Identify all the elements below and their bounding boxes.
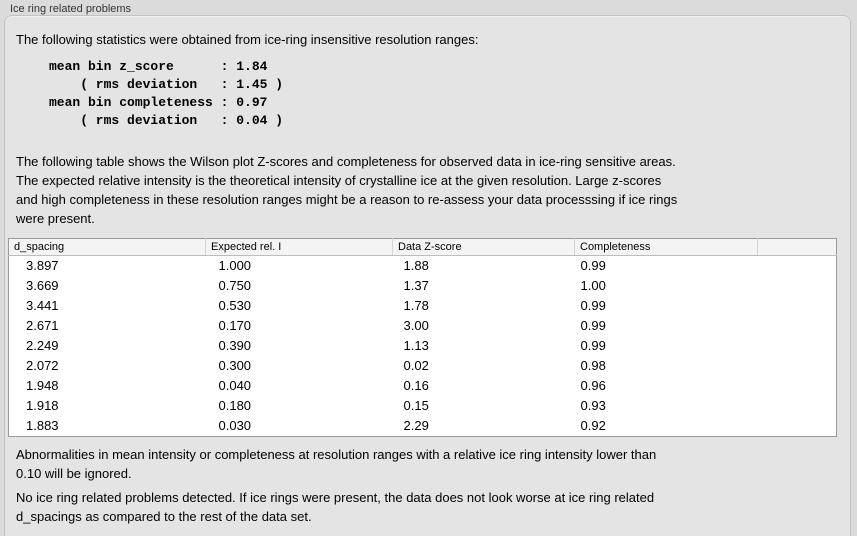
- table-cell-empty: [758, 316, 837, 336]
- table-row[interactable]: 2.072 0.300 0.02 0.98: [9, 356, 837, 376]
- column-header-empty: [757, 238, 837, 256]
- table-cell: 0.96: [580, 378, 606, 393]
- table-cell: 0.99: [580, 298, 606, 313]
- table-cell: 0.99: [580, 318, 606, 333]
- table-cell: 1.78: [403, 298, 429, 313]
- table-cell-empty: [758, 336, 837, 356]
- table-body: 3.897 1.000 1.88 0.99 3.669 0.750 1.37 1.00 3.44…: [9, 256, 837, 437]
- table-row[interactable]: 3.897 1.000 1.88 0.99: [9, 256, 837, 277]
- table-cell: 2.671: [26, 318, 59, 333]
- table-header-row: d_spacing Expected rel. I Data Z-score C…: [8, 238, 837, 256]
- table-row[interactable]: 1.883 0.030 2.29 0.92: [9, 416, 837, 437]
- table-row[interactable]: 1.918 0.180 0.15 0.93: [9, 396, 837, 416]
- table-cell: 3.00: [403, 318, 429, 333]
- table-cell: 0.92: [580, 418, 606, 433]
- table-cell: 1.13: [403, 338, 429, 353]
- table-cell: 0.390: [218, 338, 252, 353]
- table-cell: 1.000: [218, 258, 252, 273]
- table-row[interactable]: 2.249 0.390 1.13 0.99: [9, 336, 837, 356]
- table-cell: 0.99: [580, 338, 606, 353]
- table-cell: 3.669: [26, 278, 59, 293]
- table-cell: 0.99: [580, 258, 606, 273]
- table-cell: 0.300: [218, 358, 252, 373]
- table-cell-empty: [758, 356, 837, 376]
- table-cell: 0.530: [218, 298, 252, 313]
- description-paragraph: The following table shows the Wilson plo…: [16, 154, 678, 226]
- table-row[interactable]: 3.441 0.530 1.78 0.99: [9, 296, 837, 316]
- table-row[interactable]: 3.669 0.750 1.37 1.00: [9, 276, 837, 296]
- table-cell: 3.441: [26, 298, 59, 313]
- column-header-expected-rel-i: Expected rel. I: [205, 238, 393, 256]
- table-cell: 0.93: [580, 398, 606, 413]
- table-cell-empty: [758, 296, 837, 316]
- table-cell: 1.00: [580, 278, 606, 293]
- column-header-d-spacing: d_spacing: [8, 238, 206, 256]
- table-cell: 1.918: [26, 398, 59, 413]
- table-cell: 2.29: [403, 418, 429, 433]
- table-cell: 0.98: [580, 358, 606, 373]
- conclusion-paragraph: No ice ring related problems detected. I…: [16, 490, 655, 524]
- ice-ring-groupbox: The following statistics were obtained f…: [4, 15, 851, 536]
- table-cell-empty: [758, 396, 837, 416]
- table-row[interactable]: 2.671 0.170 3.00 0.99: [9, 316, 837, 336]
- table-cell: 0.15: [403, 398, 429, 413]
- table-cell-empty: [758, 376, 837, 396]
- table-cell: 1.88: [403, 258, 429, 273]
- table-cell-empty: [758, 276, 837, 296]
- table-cell: 0.030: [218, 418, 252, 433]
- intro-paragraph: The following statistics were obtained f…: [16, 32, 479, 47]
- column-header-completeness: Completeness: [574, 238, 758, 256]
- table-cell: 0.040: [218, 378, 252, 393]
- table-cell: 0.180: [218, 398, 252, 413]
- table-cell: 1.37: [403, 278, 429, 293]
- table-cell: 2.072: [26, 358, 59, 373]
- table-cell: 0.02: [403, 358, 429, 373]
- table-cell: 1.948: [26, 378, 59, 393]
- stats-block: mean bin z_score : 1.84 ( rms deviation …: [49, 59, 284, 128]
- table-cell: 3.897: [26, 258, 59, 273]
- table-cell: 0.750: [218, 278, 252, 293]
- panel-title: Ice ring related problems: [10, 3, 132, 15]
- table-row[interactable]: 1.948 0.040 0.16 0.96: [9, 376, 837, 396]
- table-cell-empty: [758, 416, 837, 437]
- footnote-paragraph: Abnormalities in mean intensity or compl…: [16, 447, 657, 481]
- column-header-data-z-score: Data Z-score: [392, 238, 575, 256]
- table-cell: 2.249: [26, 338, 59, 353]
- table-cell: 1.883: [26, 418, 59, 433]
- table-cell: 0.170: [218, 318, 252, 333]
- table-cell-empty: [758, 256, 837, 277]
- ice-ring-table: d_spacing Expected rel. I Data Z-score C…: [8, 238, 837, 437]
- table-cell: 0.16: [403, 378, 429, 393]
